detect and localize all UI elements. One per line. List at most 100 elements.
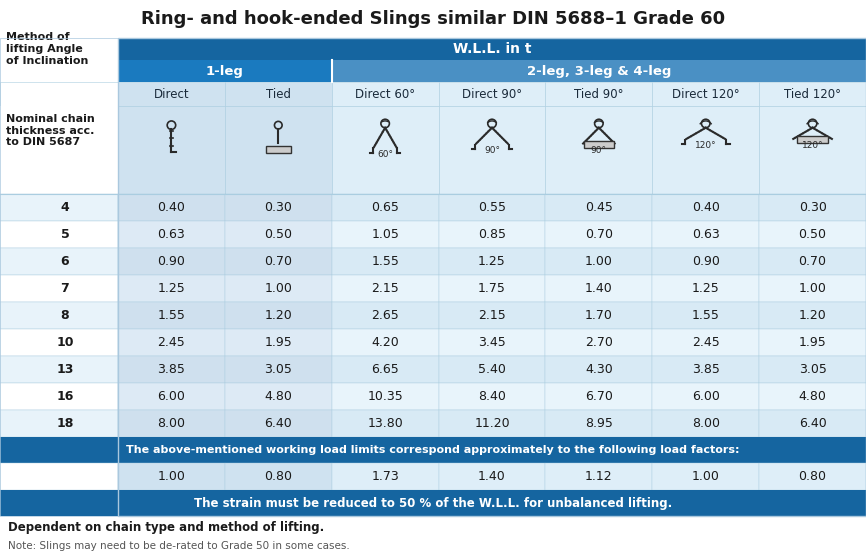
Text: 0.63: 0.63 — [158, 228, 185, 241]
Bar — [652, 302, 759, 329]
Bar — [546, 383, 652, 410]
Text: 2.65: 2.65 — [372, 309, 399, 322]
Bar — [118, 302, 225, 329]
Text: 2.70: 2.70 — [585, 336, 613, 349]
Bar — [546, 329, 652, 356]
Text: 5: 5 — [61, 228, 69, 241]
Text: 11.20: 11.20 — [475, 417, 510, 430]
Bar — [438, 275, 546, 302]
Text: 16: 16 — [56, 390, 74, 403]
Bar — [332, 302, 438, 329]
Bar — [118, 106, 225, 194]
Bar — [118, 275, 225, 302]
Bar — [266, 146, 291, 153]
Text: 1.75: 1.75 — [478, 282, 506, 295]
Bar — [546, 248, 652, 275]
Text: Dependent on chain type and method of lifting.: Dependent on chain type and method of li… — [8, 521, 324, 535]
Text: 10.35: 10.35 — [367, 390, 403, 403]
Text: 1.05: 1.05 — [372, 228, 399, 241]
Text: 0.80: 0.80 — [798, 470, 826, 483]
Text: 13.80: 13.80 — [367, 417, 403, 430]
Bar — [0, 221, 118, 248]
Text: 0.65: 0.65 — [372, 201, 399, 214]
Text: 8.00: 8.00 — [158, 417, 185, 430]
Text: 1.55: 1.55 — [372, 255, 399, 268]
Text: 1.20: 1.20 — [264, 309, 292, 322]
Bar — [225, 463, 332, 490]
Text: The strain must be reduced to 50 % of the W.L.L. for unbalanced lifting.: The strain must be reduced to 50 % of th… — [194, 496, 672, 510]
Bar — [438, 329, 546, 356]
Bar — [332, 329, 438, 356]
Text: Note: Slings may need to be de-rated to Grade 50 in some cases.: Note: Slings may need to be de-rated to … — [8, 541, 350, 551]
Bar — [759, 221, 866, 248]
Bar — [225, 106, 332, 194]
Text: 3.85: 3.85 — [692, 363, 720, 376]
Text: 6.65: 6.65 — [372, 363, 399, 376]
Text: 6.40: 6.40 — [798, 417, 826, 430]
Bar — [652, 463, 759, 490]
Bar — [118, 248, 225, 275]
Bar — [438, 410, 546, 437]
Text: 0.40: 0.40 — [158, 201, 185, 214]
Text: 1.25: 1.25 — [158, 282, 185, 295]
Text: 0.45: 0.45 — [585, 201, 613, 214]
Text: 0.30: 0.30 — [264, 201, 292, 214]
Bar — [759, 383, 866, 410]
Text: 1.55: 1.55 — [692, 309, 720, 322]
Bar — [652, 383, 759, 410]
Text: 1.12: 1.12 — [585, 470, 612, 483]
Text: 0.70: 0.70 — [585, 228, 613, 241]
Bar — [118, 221, 225, 248]
Text: 1.25: 1.25 — [692, 282, 720, 295]
Text: 0.90: 0.90 — [158, 255, 185, 268]
Text: 1-leg: 1-leg — [206, 64, 244, 78]
Text: 5.40: 5.40 — [478, 363, 506, 376]
Bar — [225, 82, 332, 106]
Text: 1.25: 1.25 — [478, 255, 506, 268]
Text: 10: 10 — [56, 336, 74, 349]
Text: 2.45: 2.45 — [692, 336, 720, 349]
Bar — [438, 248, 546, 275]
Text: Method of
lifting Angle
of Inclination: Method of lifting Angle of Inclination — [6, 32, 88, 65]
Bar — [0, 82, 118, 106]
Text: 3.05: 3.05 — [264, 363, 292, 376]
Text: 1.73: 1.73 — [372, 470, 399, 483]
Text: W.L.L. in t: W.L.L. in t — [453, 42, 531, 56]
Bar — [332, 275, 438, 302]
Bar — [118, 38, 866, 60]
Bar — [118, 410, 225, 437]
Text: 1.40: 1.40 — [585, 282, 613, 295]
Bar — [332, 82, 438, 106]
Bar — [118, 82, 225, 106]
Bar — [652, 275, 759, 302]
Bar — [652, 221, 759, 248]
Bar — [225, 194, 332, 221]
Text: 7: 7 — [61, 282, 69, 295]
Text: 1.00: 1.00 — [264, 282, 292, 295]
Bar — [225, 356, 332, 383]
Bar — [0, 248, 118, 275]
Text: 6: 6 — [61, 255, 69, 268]
Bar — [546, 410, 652, 437]
Bar — [225, 221, 332, 248]
Bar — [759, 275, 866, 302]
Text: 1.00: 1.00 — [585, 255, 613, 268]
Text: 4.30: 4.30 — [585, 363, 613, 376]
Text: Tied 120°: Tied 120° — [784, 88, 841, 100]
Bar — [118, 38, 866, 516]
Text: 0.85: 0.85 — [478, 228, 506, 241]
Text: 2-leg, 3-leg & 4-leg: 2-leg, 3-leg & 4-leg — [527, 64, 671, 78]
Bar — [798, 136, 828, 143]
Bar — [225, 302, 332, 329]
Bar — [652, 356, 759, 383]
Text: 4.80: 4.80 — [264, 390, 292, 403]
Text: 1.95: 1.95 — [798, 336, 826, 349]
Bar — [118, 60, 332, 82]
Text: 1.40: 1.40 — [478, 470, 506, 483]
Bar — [0, 490, 866, 516]
Bar — [652, 410, 759, 437]
Bar — [332, 60, 866, 82]
Bar — [652, 194, 759, 221]
Bar — [0, 275, 118, 302]
Bar — [225, 248, 332, 275]
